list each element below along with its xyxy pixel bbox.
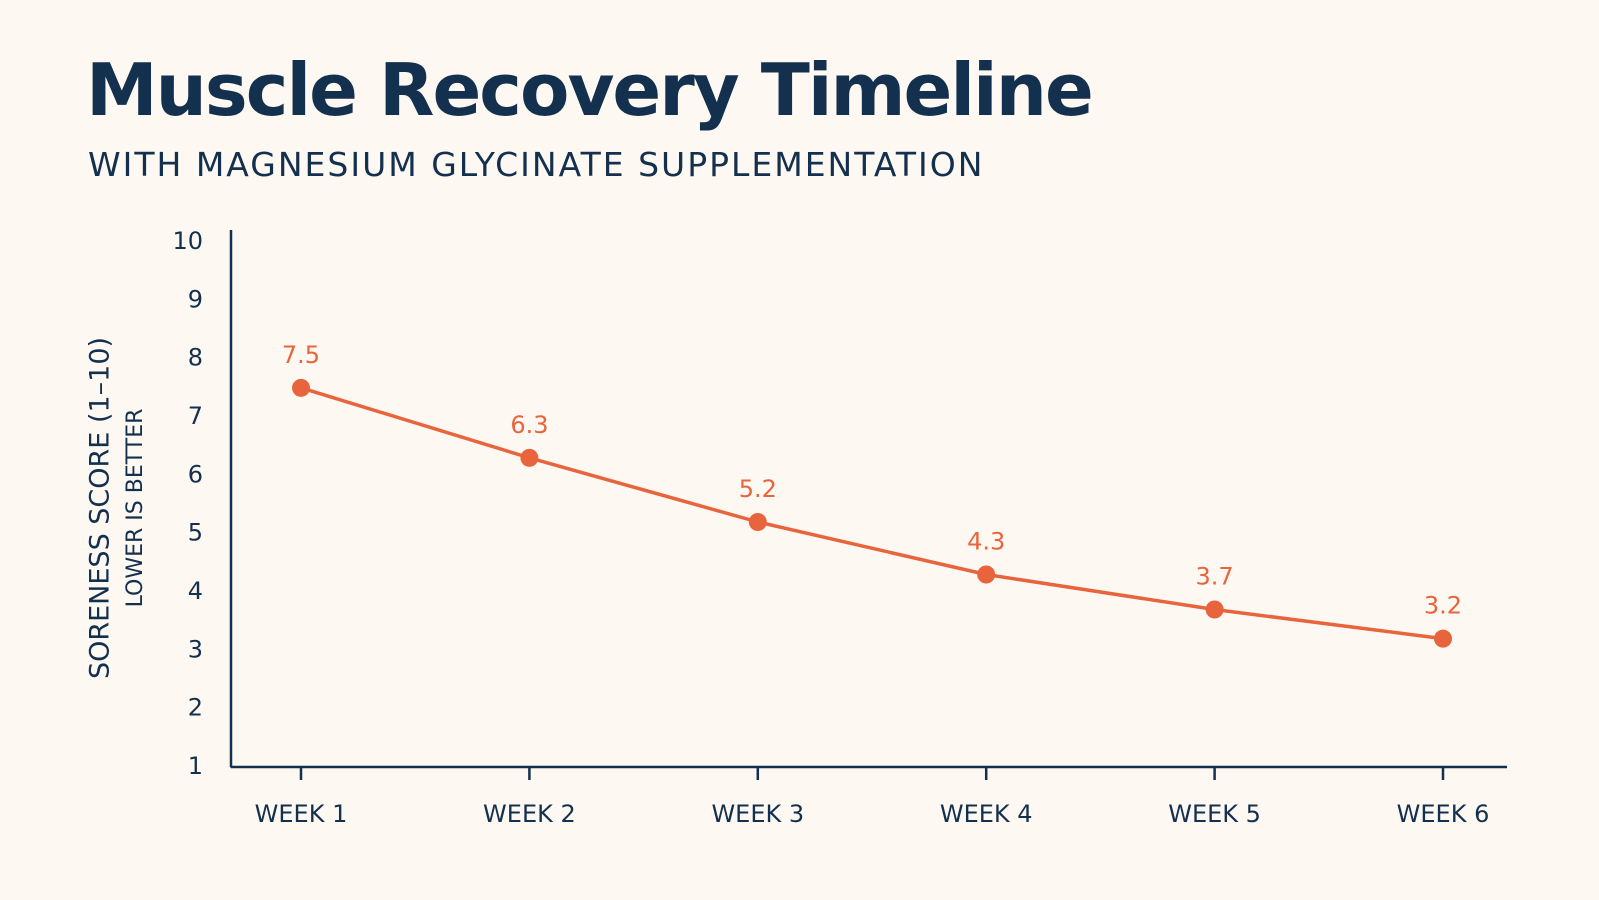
value-label: 7.5	[282, 341, 320, 369]
data-point	[520, 448, 539, 467]
x-tick-label: WEEK 4	[940, 800, 1033, 828]
y-tick-label: 10	[172, 227, 203, 255]
x-tick-label: WEEK 6	[1397, 800, 1490, 828]
value-label: 3.2	[1424, 592, 1462, 620]
y-tick-label: 8	[188, 344, 203, 372]
data-point	[1205, 600, 1224, 619]
y-axis-note: LOWER IS BETTER	[123, 409, 148, 608]
x-tick-label: WEEK 2	[483, 800, 576, 828]
value-label: 3.7	[1196, 563, 1234, 591]
chart-title: Muscle Recovery Timeline	[86, 48, 1092, 132]
value-label: 5.2	[739, 475, 777, 503]
y-tick-label: 5	[188, 519, 203, 547]
data-point	[748, 513, 767, 531]
y-tick-label: 1	[188, 752, 203, 780]
y-axis-label: SORENESS SCORE (1–10)	[85, 337, 116, 679]
y-tick-label: 9	[188, 285, 203, 313]
x-tick-label: WEEK 1	[255, 800, 348, 828]
x-tick-label: WEEK 5	[1168, 800, 1261, 828]
y-tick-label: 7	[188, 402, 203, 430]
y-tick-label: 4	[188, 577, 203, 605]
value-label: 4.3	[967, 528, 1005, 556]
y-tick-label: 6	[188, 460, 203, 488]
data-point	[1434, 629, 1452, 648]
chart-subtitle: WITH MAGNESIUM GLYCINATE SUPPLEMENTATION	[88, 145, 984, 184]
data-point	[977, 565, 996, 584]
data-point	[292, 378, 310, 397]
x-tick-label: WEEK 3	[711, 800, 804, 828]
line	[300, 386, 1444, 641]
y-tick-label: 3	[188, 635, 203, 663]
y-tick-label: 2	[188, 694, 203, 722]
value-label: 6.3	[510, 411, 548, 439]
